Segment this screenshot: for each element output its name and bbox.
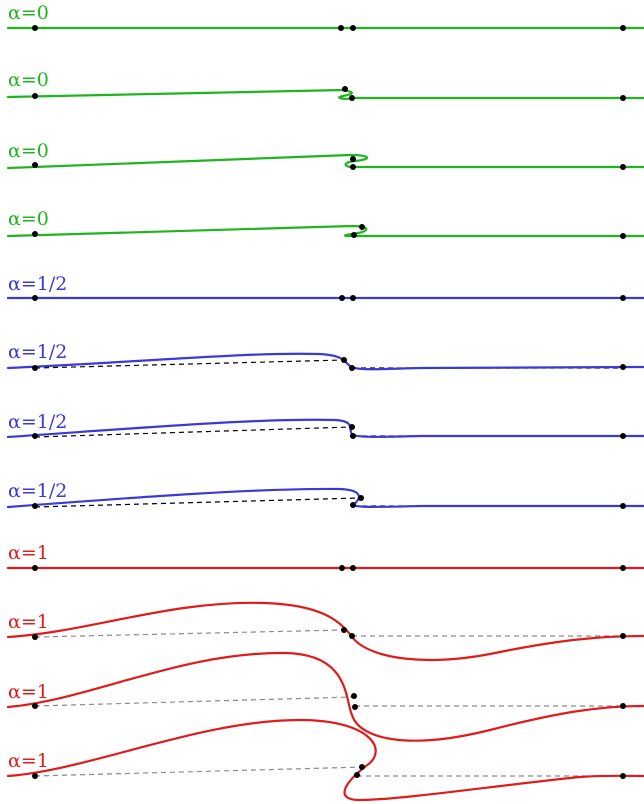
row-12: α=1 (6, 718, 644, 802)
row-8: α=1/2 (6, 480, 644, 509)
node-right (620, 503, 626, 509)
node-left (32, 295, 38, 301)
curve (6, 718, 644, 802)
alpha-label: α=0 (8, 140, 49, 162)
node-right (620, 233, 626, 239)
node-mid-a (342, 86, 348, 92)
row-10: α=1 (6, 601, 644, 661)
alpha-label: α=0 (8, 208, 49, 230)
node-mid-a (339, 295, 345, 301)
row-4: α=0 (6, 208, 644, 239)
node-mid-a (350, 156, 356, 162)
node-right (620, 25, 626, 31)
node-left (32, 231, 38, 237)
node-mid-a (351, 693, 357, 699)
node-left (32, 25, 38, 31)
node-right (620, 565, 626, 571)
curve (6, 601, 644, 661)
curve (6, 487, 644, 509)
node-mid-a (341, 357, 347, 363)
node-mid-a (338, 25, 344, 31)
node-right (620, 433, 626, 439)
node-right (620, 295, 626, 301)
node-mid-a (349, 424, 355, 430)
curve (6, 352, 644, 371)
row-6: α=1/2 (6, 341, 644, 371)
node-right (620, 364, 626, 370)
node-left (32, 162, 38, 168)
curve (6, 153, 644, 170)
alpha-label: α=0 (8, 2, 49, 24)
node-left (32, 93, 38, 99)
node-left (32, 703, 38, 709)
alpha-label: α=1 (8, 542, 49, 564)
node-mid-b (350, 25, 356, 31)
node-mid-b (350, 502, 356, 508)
curve (6, 224, 644, 238)
row-11: α=1 (6, 651, 644, 742)
row-7: α=1/2 (6, 411, 644, 439)
node-left (32, 634, 38, 640)
node-mid-b (350, 164, 356, 170)
alpha-label: α=1/2 (8, 411, 67, 433)
node-mid-b (350, 565, 356, 571)
row-5: α=1/2 (6, 273, 644, 301)
node-mid-b (350, 433, 356, 439)
chord (34, 696, 623, 707)
curve (6, 418, 644, 439)
node-left (32, 365, 38, 371)
node-mid-b (354, 772, 360, 778)
node-left (32, 773, 38, 779)
alpha-label: α=1 (8, 750, 49, 772)
node-right (620, 773, 626, 779)
node-right (620, 633, 626, 639)
alpha-label: α=1/2 (8, 341, 67, 363)
node-mid-a (339, 565, 345, 571)
chord (34, 766, 623, 777)
node-mid-b (352, 704, 358, 710)
node-mid-b (349, 633, 355, 639)
node-mid-a (359, 224, 365, 230)
alpha-label: α=1 (8, 681, 49, 703)
node-mid-b (349, 365, 355, 371)
alpha-label: α=1 (8, 611, 49, 633)
row-1: α=0 (6, 2, 644, 31)
node-right (620, 95, 626, 101)
node-mid-b (351, 232, 357, 238)
row-2: α=0 (6, 69, 644, 101)
row-9: α=1 (6, 542, 644, 571)
curve (6, 651, 644, 742)
chord (34, 629, 623, 638)
alpha-label: α=1/2 (8, 480, 67, 502)
node-mid-a (359, 764, 365, 770)
node-left (32, 565, 38, 571)
node-right (620, 164, 626, 170)
curve (6, 88, 644, 100)
node-mid-a (341, 627, 347, 633)
node-left (32, 503, 38, 509)
node-mid-b (350, 295, 356, 301)
alpha-label: α=1/2 (8, 273, 67, 295)
node-mid-b (349, 95, 355, 101)
node-mid-a (358, 495, 364, 501)
node-right (620, 703, 626, 709)
row-3: α=0 (6, 140, 644, 170)
alpha-label: α=0 (8, 69, 49, 91)
node-left (32, 433, 38, 439)
